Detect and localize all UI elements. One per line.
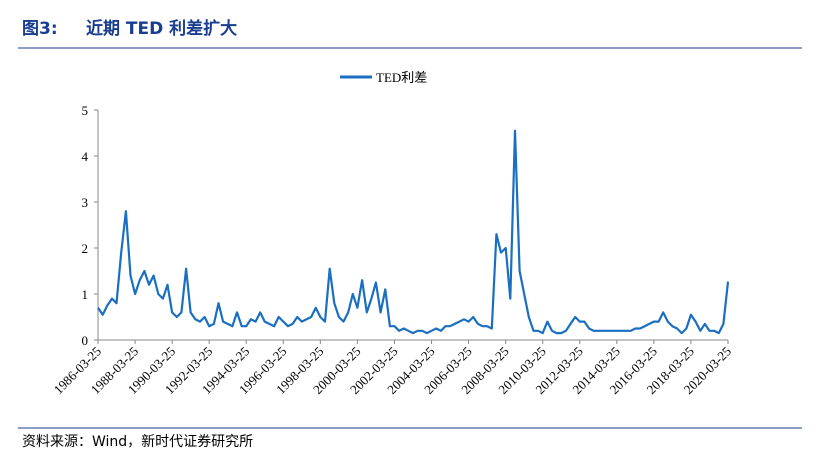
- y-tick-label: 4: [82, 149, 89, 164]
- y-tick-label: 2: [82, 241, 89, 256]
- chart-title: 近期 TED 利差扩大: [86, 18, 237, 39]
- source: 资料来源：Wind，新时代证券研究所: [22, 434, 253, 450]
- y-tick-label: 0: [82, 333, 89, 348]
- y-tick-label: 3: [82, 195, 89, 210]
- y-tick-label: 1: [82, 287, 89, 302]
- legend-label: TED利差: [376, 70, 427, 85]
- figure-number: 图3:: [22, 19, 58, 39]
- y-tick-label: 5: [82, 103, 89, 118]
- line-series: [97, 129, 730, 335]
